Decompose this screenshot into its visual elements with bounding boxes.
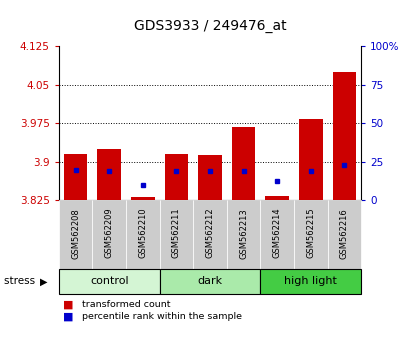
Bar: [97, 149, 121, 200]
Bar: [333, 72, 356, 200]
Bar: [160, 200, 193, 269]
Bar: [59, 269, 160, 294]
Bar: [232, 127, 255, 200]
Text: ■: ■: [63, 299, 74, 309]
Bar: [193, 200, 227, 269]
Text: GSM562212: GSM562212: [205, 208, 215, 258]
Bar: [328, 200, 361, 269]
Bar: [227, 200, 260, 269]
Bar: [198, 155, 222, 200]
Text: dark: dark: [197, 276, 223, 286]
Text: GSM562215: GSM562215: [306, 208, 315, 258]
Text: high light: high light: [284, 276, 337, 286]
Text: GSM562216: GSM562216: [340, 208, 349, 258]
Text: stress: stress: [4, 276, 39, 286]
Bar: [165, 154, 188, 200]
Bar: [92, 200, 126, 269]
Text: GSM562214: GSM562214: [273, 208, 282, 258]
Text: GSM562208: GSM562208: [71, 208, 80, 258]
Text: GSM562213: GSM562213: [239, 208, 248, 258]
Bar: [64, 154, 87, 200]
Text: GSM562210: GSM562210: [138, 208, 147, 258]
Bar: [299, 119, 323, 200]
Text: GDS3933 / 249476_at: GDS3933 / 249476_at: [134, 19, 286, 34]
Text: control: control: [90, 276, 129, 286]
Bar: [294, 200, 328, 269]
Bar: [265, 196, 289, 200]
Text: transformed count: transformed count: [82, 300, 171, 309]
Bar: [59, 200, 92, 269]
Text: GSM562211: GSM562211: [172, 208, 181, 258]
Bar: [126, 200, 160, 269]
Bar: [260, 269, 361, 294]
Text: percentile rank within the sample: percentile rank within the sample: [82, 312, 242, 321]
Bar: [131, 198, 155, 200]
Text: GSM562209: GSM562209: [105, 208, 114, 258]
Bar: [160, 269, 260, 294]
Bar: [260, 200, 294, 269]
Text: ■: ■: [63, 312, 74, 322]
Text: ▶: ▶: [40, 276, 47, 286]
